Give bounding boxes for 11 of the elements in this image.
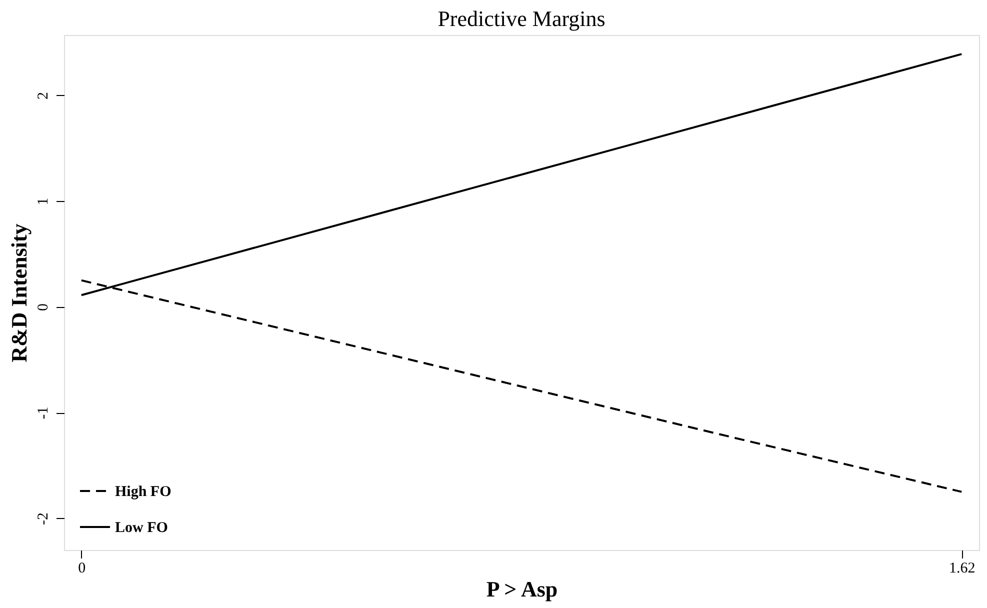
x-tick-label: 1.62 [948, 560, 976, 576]
chart-title: Predictive Margins [438, 6, 606, 31]
y-axis-title: R&D Intensity [6, 224, 32, 362]
y-tick-label: -2 [36, 512, 52, 526]
y-tick-label: 1 [36, 198, 52, 206]
y-tick-label: 0 [36, 304, 52, 312]
legend-label: High FO [115, 484, 172, 500]
x-axis-title: P > Asp [486, 576, 558, 602]
legend-label: Low FO [115, 520, 168, 536]
y-tick-label: 2 [36, 92, 52, 100]
y-tick-label: -1 [36, 406, 52, 420]
